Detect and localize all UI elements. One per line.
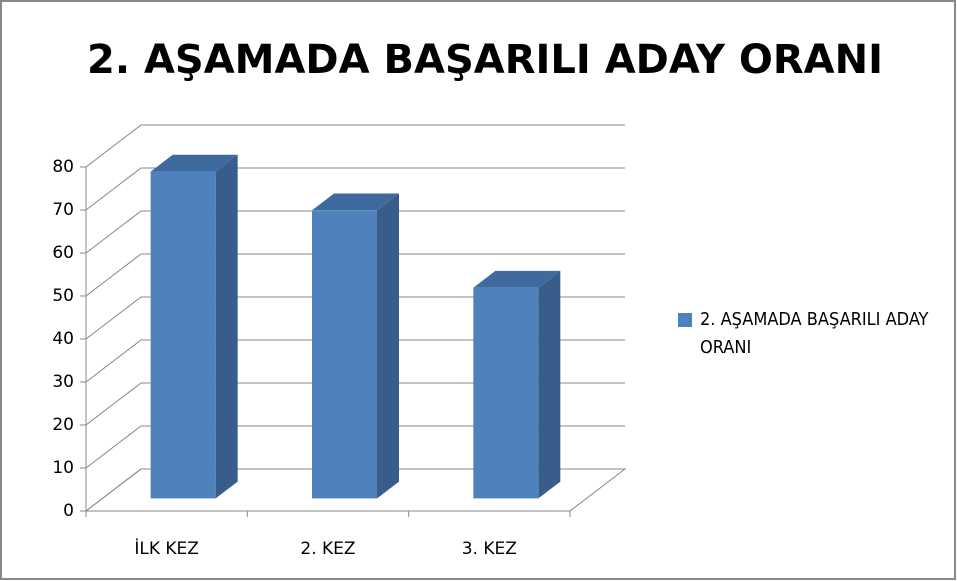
grid-line (85, 339, 625, 383)
grid-line (85, 167, 625, 211)
chart-title: 2. AŞAMADA BAŞARILI ADAY ORANI (87, 37, 883, 83)
y-tick-label: 30 (52, 372, 74, 392)
bar-side (215, 154, 238, 499)
grid-line (85, 124, 625, 168)
grid-line (85, 296, 625, 340)
legend-swatch (678, 313, 692, 327)
y-tick-label: 60 (52, 243, 74, 263)
bar-top (473, 270, 561, 288)
bar-top (312, 193, 399, 211)
grid-line (85, 253, 625, 297)
x-tick-label: 2. KEZ (300, 539, 355, 559)
bar (312, 210, 377, 499)
bar-top (150, 154, 238, 172)
x-tick-label: 3. KEZ (462, 539, 517, 559)
grid-line (85, 382, 625, 426)
bar (473, 287, 539, 499)
x-tick-label: İLK KEZ (134, 538, 199, 559)
bar-side (538, 270, 561, 499)
bar (150, 171, 216, 499)
grid-line (85, 210, 625, 254)
y-tick-label: 10 (52, 458, 74, 478)
y-tick-label: 20 (52, 415, 74, 435)
y-tick-label: 80 (52, 157, 74, 177)
y-tick-label: 70 (52, 200, 74, 220)
legend-label: 2. AŞAMADA BAŞARILI ADAY ORANI (700, 309, 929, 358)
y-tick-label: 0 (63, 501, 74, 521)
y-tick-label: 50 (52, 286, 74, 306)
y-tick-label: 40 (52, 329, 74, 349)
grid-line (85, 425, 625, 469)
bar-side (377, 193, 399, 499)
grid-line (85, 468, 625, 512)
